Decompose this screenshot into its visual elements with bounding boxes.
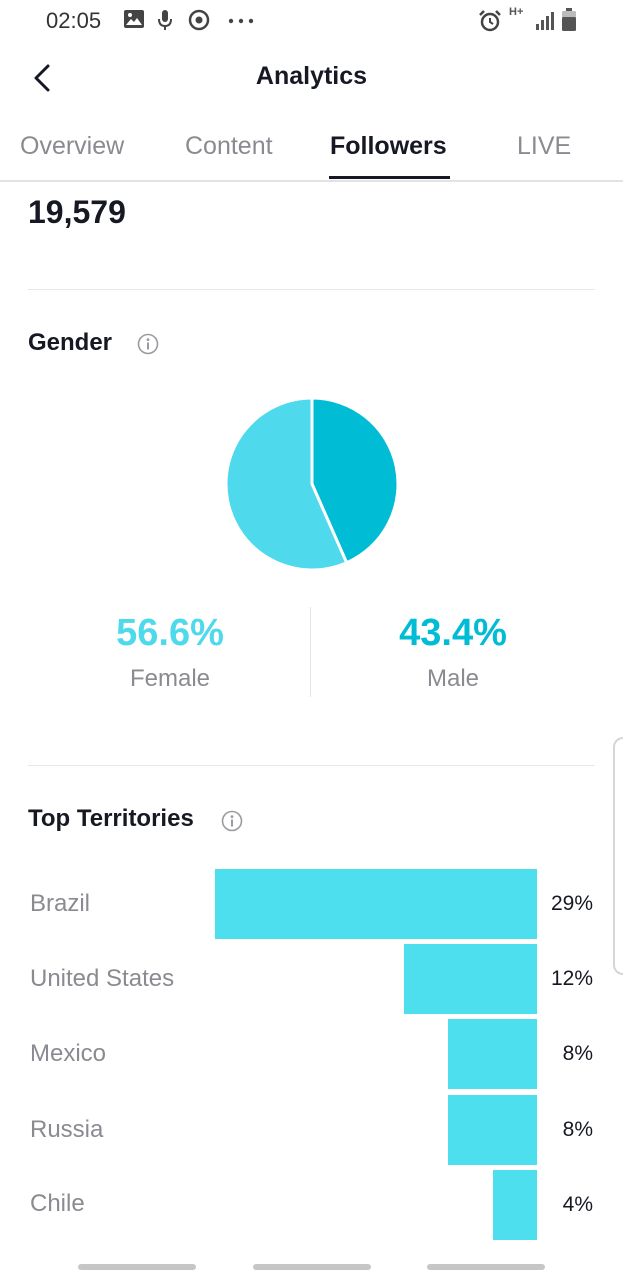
- tab-followers[interactable]: Followers: [330, 132, 447, 160]
- territory-percent: 8%: [562, 1042, 593, 1065]
- territory-percent: 8%: [562, 1118, 593, 1141]
- back-button[interactable]: [24, 58, 64, 98]
- gender-separator: [310, 607, 311, 697]
- gender-pie-chart: [225, 397, 399, 571]
- pie-slice-male: [310, 397, 399, 565]
- territory-bar: [404, 944, 537, 1014]
- male-percent: 43.4%: [399, 612, 507, 654]
- female-label: Female: [129, 665, 211, 692]
- tab-bar: Overview Content Followers LIVE: [0, 122, 623, 182]
- tab-overview[interactable]: Overview: [20, 132, 125, 160]
- tab-content[interactable]: Content: [185, 132, 273, 160]
- nav-back[interactable]: [427, 1264, 545, 1270]
- territory-bar: [215, 869, 537, 939]
- male-label: Male: [426, 665, 480, 692]
- divider: [28, 289, 595, 290]
- tab-live[interactable]: LIVE: [517, 132, 572, 160]
- territory-bar: [493, 1170, 537, 1240]
- info-icon[interactable]: [137, 333, 159, 355]
- info-icon[interactable]: [221, 810, 243, 832]
- header: Analytics: [0, 42, 623, 114]
- country-label: United States: [30, 965, 175, 992]
- edge-panel-handle[interactable]: [613, 737, 623, 975]
- gender-title: Gender: [28, 329, 113, 356]
- more-dots-icon: [228, 18, 254, 24]
- territory-percent: 29%: [550, 892, 593, 915]
- pie-slice-female: [225, 397, 349, 571]
- followers-total: 19,579: [28, 194, 126, 230]
- divider: [28, 765, 595, 766]
- active-tab-indicator: [329, 176, 450, 179]
- territory-bar: [448, 1095, 537, 1165]
- network-type: H+: [509, 6, 524, 18]
- image-icon: [124, 10, 144, 28]
- country-label: Mexico: [30, 1040, 107, 1067]
- nav-recent-apps[interactable]: [78, 1264, 196, 1270]
- territory-bar: [448, 1019, 537, 1089]
- territory-percent: 12%: [550, 967, 593, 990]
- battery-icon: [562, 8, 576, 31]
- status-time: 02:05: [46, 8, 102, 33]
- alarm-icon: [479, 10, 501, 32]
- status-bar: 02:05 H+: [0, 0, 623, 42]
- signal-icon: [536, 12, 554, 30]
- page-title: Analytics: [255, 62, 368, 90]
- chevron-left-icon: [34, 64, 50, 92]
- country-label: Russia: [30, 1116, 104, 1143]
- territories-title: Top Territories: [28, 805, 194, 832]
- country-label: Brazil: [30, 890, 91, 917]
- mic-icon: [158, 10, 172, 30]
- nav-home[interactable]: [253, 1264, 371, 1270]
- country-label: Chile: [30, 1190, 85, 1217]
- sync-icon: [188, 9, 210, 31]
- female-percent: 56.6%: [116, 612, 224, 654]
- territory-percent: 4%: [562, 1193, 593, 1216]
